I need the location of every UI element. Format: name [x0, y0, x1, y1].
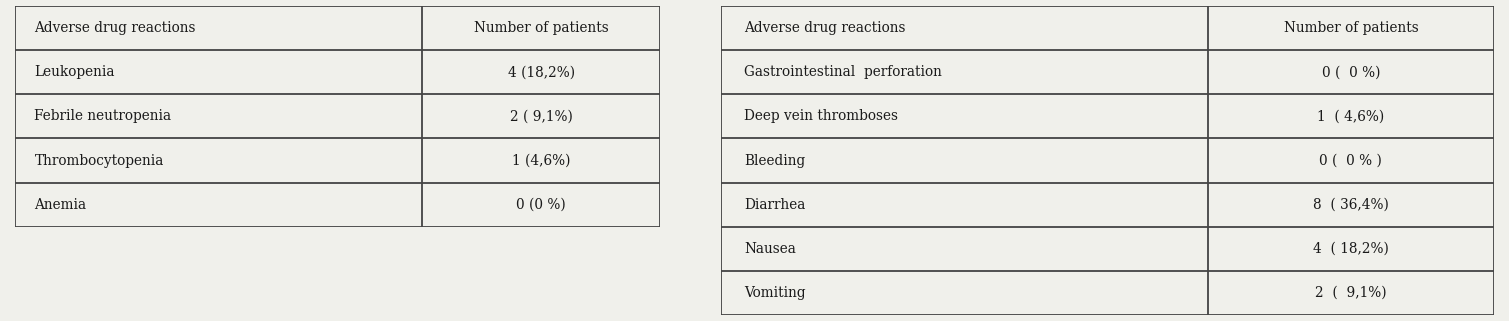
Text: 8  ( 36,4%): 8 ( 36,4%) — [1313, 197, 1388, 212]
Text: Number of patients: Number of patients — [1284, 22, 1418, 35]
Text: Leukopenia: Leukopenia — [35, 65, 115, 80]
Text: 0 (  0 %): 0 ( 0 %) — [1322, 65, 1381, 80]
Text: Anemia: Anemia — [35, 197, 86, 212]
Text: Number of patients: Number of patients — [474, 22, 608, 35]
Text: 4  ( 18,2%): 4 ( 18,2%) — [1313, 241, 1388, 256]
Text: Nausea: Nausea — [744, 241, 795, 256]
Text: Bleeding: Bleeding — [744, 153, 806, 168]
Text: 4 (18,2%): 4 (18,2%) — [507, 65, 575, 80]
Text: Gastrointestinal  perforation: Gastrointestinal perforation — [744, 65, 942, 80]
Text: 0 (0 %): 0 (0 %) — [516, 197, 566, 212]
Text: Vomiting: Vomiting — [744, 286, 806, 299]
Text: 0 (  0 % ): 0 ( 0 % ) — [1319, 153, 1382, 168]
Text: 1  ( 4,6%): 1 ( 4,6%) — [1317, 109, 1385, 124]
Text: Febrile neutropenia: Febrile neutropenia — [35, 109, 172, 124]
Text: 2  (  9,1%): 2 ( 9,1%) — [1314, 286, 1387, 299]
Text: 1 (4,6%): 1 (4,6%) — [512, 153, 570, 168]
Text: Deep vein thromboses: Deep vein thromboses — [744, 109, 898, 124]
Text: Adverse drug reactions: Adverse drug reactions — [744, 22, 905, 35]
Text: 2 ( 9,1%): 2 ( 9,1%) — [510, 109, 572, 124]
Text: Thrombocytopenia: Thrombocytopenia — [35, 153, 164, 168]
Text: Diarrhea: Diarrhea — [744, 197, 806, 212]
Text: Adverse drug reactions: Adverse drug reactions — [35, 22, 196, 35]
